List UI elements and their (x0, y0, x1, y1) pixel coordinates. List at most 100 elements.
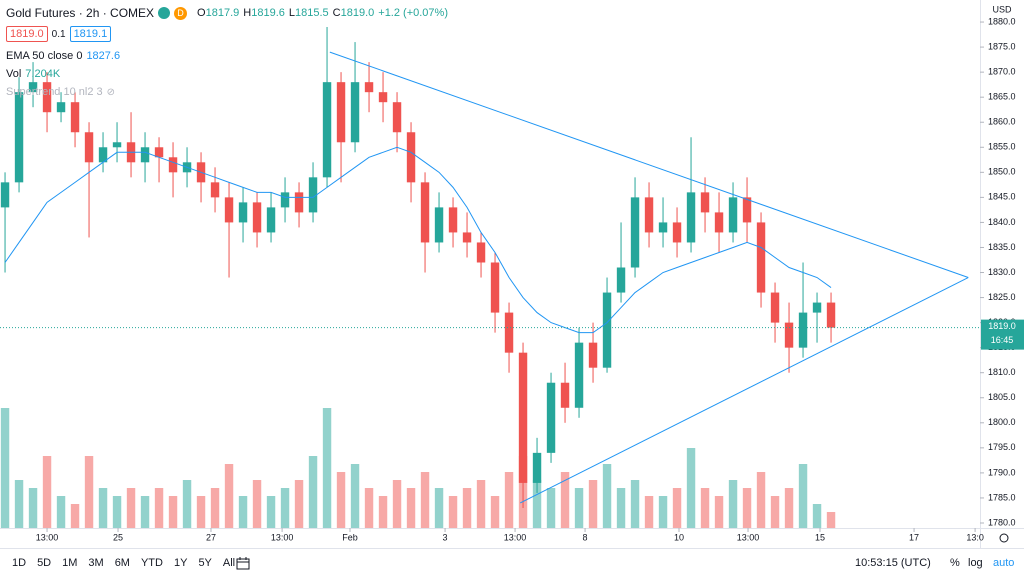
ohlc-value: +1.2 (+0.07%) (378, 7, 448, 19)
volume-bar (322, 408, 332, 528)
candle-body (798, 312, 808, 348)
volume-bar (532, 480, 542, 528)
volume-bar (602, 464, 612, 528)
candle-body (378, 92, 388, 103)
candle-body (280, 192, 290, 208)
candle-body (742, 197, 752, 223)
chart: USD 1780.0 1785.0 1790.0 1795.0 1800.0 1805.0 1… (0, 0, 1024, 548)
x-tick-label: 13:00 (504, 532, 527, 542)
plot (0, 27, 980, 528)
volume-bar (168, 496, 178, 528)
candle-body (112, 142, 122, 148)
calendar-icon[interactable] (236, 556, 250, 570)
x-tick-label: 8 (583, 532, 588, 542)
volume-bar (714, 496, 724, 528)
y-tick-label: 1860.0 (988, 117, 1016, 127)
ohlc-legend: O1817.9 H1819.6 L1815.5 C1819.0 +1.2 (+0.07%… (197, 7, 448, 19)
ohlc-key: O (197, 7, 206, 19)
candle-body (448, 207, 458, 233)
candle-body (532, 452, 542, 483)
range-button[interactable]: 3M (88, 557, 104, 569)
y-tick-label: 1835.0 (988, 242, 1016, 252)
candle-body (28, 82, 38, 93)
indicator-name[interactable]: Vol (6, 68, 22, 80)
price-axis-bg (980, 0, 1024, 548)
y-tick-label: 1830.0 (988, 267, 1016, 277)
status-dot (158, 7, 171, 19)
ohlc-key: H (243, 7, 252, 19)
ohlc-value: 1819.6 (251, 7, 285, 19)
log-toggle[interactable]: log (968, 557, 983, 569)
candle-body (728, 197, 738, 233)
volume-bar (588, 480, 598, 528)
y-tick-label: 1850.0 (988, 167, 1016, 177)
auto-toggle[interactable]: auto (993, 557, 1015, 569)
candle-body (812, 302, 822, 313)
ohlc-key: C (332, 7, 341, 19)
x-tick-label: 17 (909, 532, 919, 542)
x-tick-label: 13:00 (36, 532, 59, 542)
candle-body (420, 182, 430, 243)
range-button[interactable]: 5Y (198, 557, 212, 569)
y-tick-label: 1790.0 (988, 467, 1016, 477)
y-tick-label: 1825.0 (988, 292, 1016, 302)
volume-bar (434, 488, 444, 528)
x-tick-label: 15 (815, 532, 825, 542)
sell-button[interactable]: 1819.0 (6, 26, 48, 42)
range-button[interactable]: 1D (12, 557, 27, 569)
candle-body (308, 177, 318, 213)
x-tick-label: 13:00 (271, 532, 294, 542)
candle-body (658, 222, 668, 233)
candle-body (490, 262, 500, 313)
range-button[interactable]: 1Y (173, 557, 188, 569)
volume-bar (266, 496, 276, 528)
volume-bar (420, 472, 430, 528)
candle-body (602, 292, 612, 368)
y-tick-label: 1880.0 (988, 16, 1016, 26)
volume-bar (630, 480, 640, 528)
candle-body (364, 82, 374, 93)
candle-body (294, 192, 304, 213)
buy-button[interactable]: 1819.1 (69, 26, 112, 42)
range-button[interactable]: 5D (37, 557, 52, 569)
range-button[interactable]: All (222, 557, 236, 569)
candle-body (210, 182, 220, 198)
candle-body (630, 197, 640, 268)
volume-bar (350, 464, 360, 528)
y-tick-label: 1795.0 (988, 442, 1016, 452)
y-tick-label: 1875.0 (988, 41, 1016, 51)
candle-body (756, 222, 766, 293)
x-tick-label: 27 (206, 532, 216, 542)
candle-body (574, 342, 584, 408)
symbol-title: Gold Futures · 2h · COMEX (6, 6, 155, 20)
candle-body (518, 352, 528, 483)
candle-body (546, 382, 556, 453)
range-button[interactable]: 6M (114, 557, 130, 569)
volume-bar (574, 488, 584, 528)
volume-bar (784, 488, 794, 528)
candle-body (476, 242, 486, 263)
ohlc-value: 1819.0 (340, 7, 375, 19)
candle-body (168, 157, 178, 173)
candle-body (84, 132, 94, 163)
x-tick-label: 3 (443, 532, 448, 542)
percent-toggle[interactable]: % (950, 557, 960, 569)
range-button[interactable]: 1M (62, 557, 78, 569)
candle-body (266, 207, 276, 233)
candle-body (616, 267, 626, 293)
y-tick-label: 1845.0 (988, 192, 1016, 202)
candle-body (560, 382, 570, 408)
candle-body (42, 82, 52, 113)
candle-body (504, 312, 514, 353)
indicator-name[interactable]: Supertrend 10 nl2 3 (6, 86, 103, 98)
indicator-name[interactable]: EMA 50 close 0 (6, 50, 83, 62)
volume-bar (728, 480, 738, 528)
indicator-row: EMA 50 close 0 1827.6 (6, 50, 120, 62)
hidden-eye-icon[interactable]: ⊘ (106, 86, 116, 98)
volume-bar (504, 472, 514, 528)
ohlc-value: 1817.9 (205, 7, 240, 19)
volume-bar (112, 496, 122, 528)
currency-label: USD (992, 4, 1012, 14)
candle-body (0, 182, 10, 208)
range-button[interactable]: YTD (140, 557, 163, 569)
